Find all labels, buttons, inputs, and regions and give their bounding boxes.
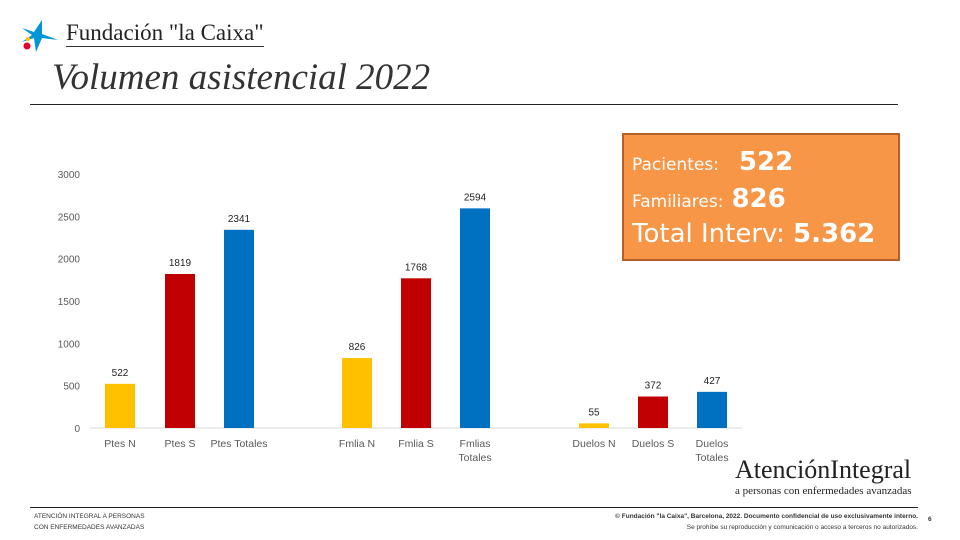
y-tick-label: 2500	[58, 212, 81, 223]
bar	[579, 423, 609, 428]
logo-text: Fundación "la Caixa"	[66, 20, 264, 47]
data-label: 372	[645, 381, 662, 392]
x-tick-label: Ptes S	[165, 438, 196, 450]
data-label: 55	[588, 407, 600, 418]
bar	[165, 273, 195, 428]
y-tick-label: 0	[74, 424, 80, 435]
x-tick-label: Ptes N	[104, 438, 136, 450]
x-tick-label: Fmlia N	[339, 438, 375, 450]
total-value: 5.362	[793, 219, 876, 249]
title-divider	[30, 104, 898, 105]
y-tick-label: 500	[63, 382, 80, 393]
atencion-integral-logo: AtenciónIntegral	[735, 455, 912, 484]
bar	[638, 396, 668, 428]
data-label: 427	[704, 376, 721, 387]
x-tick-label: Duelos	[696, 438, 729, 450]
y-tick-label: 2000	[58, 255, 81, 266]
familiares-label: Familiares:	[632, 192, 724, 212]
data-label: 1819	[169, 258, 192, 269]
footer-left-2: CON ENFERMEDADES AVANZADAS	[34, 524, 145, 531]
x-tick-label: Ptes Totales	[210, 438, 267, 450]
x-tick-label: Fmlia S	[398, 438, 434, 450]
footer-notice: Se prohíbe su reproducción y comunicació…	[686, 524, 918, 531]
stats-box: Pacientes: 522 Familiares: 826 Total Inter…	[622, 133, 900, 261]
caixa-star-logo-icon	[22, 20, 58, 52]
page-number: 6	[928, 516, 932, 523]
y-tick-label: 3000	[58, 170, 81, 181]
x-tick-label: Totales	[695, 452, 728, 464]
y-tick-label: 1500	[58, 297, 81, 308]
pacientes-value: 522	[738, 147, 794, 177]
footer-copyright: © Fundación "la Caixa", Barcelona, 2022.…	[615, 513, 918, 520]
bar	[342, 358, 372, 428]
bar	[105, 383, 135, 428]
bar	[224, 229, 254, 428]
data-label: 522	[112, 368, 129, 379]
y-tick-label: 1000	[58, 339, 81, 350]
data-label: 1768	[405, 262, 428, 273]
familiares-value: 826	[731, 184, 786, 214]
bar	[460, 208, 490, 428]
bar	[697, 391, 727, 428]
atencion-integral-subtitle: a personas con enfermedades avanzadas	[735, 485, 912, 497]
page-title: Volumen asistencial 2022	[52, 57, 431, 98]
footer-divider	[30, 507, 918, 508]
footer-left-1: ATENCIÓN INTEGRAL A PERSONAS	[34, 513, 145, 520]
x-tick-label: Duelos N	[572, 438, 615, 450]
x-tick-label: Totales	[458, 452, 491, 464]
data-label: 2594	[464, 192, 487, 203]
data-label: 2341	[228, 214, 251, 225]
pacientes-label: Pacientes:	[632, 155, 719, 175]
x-tick-label: Duelos S	[632, 438, 675, 450]
x-tick-label: Fmlias	[460, 438, 491, 450]
data-label: 826	[349, 342, 366, 353]
total-label: Total Interv:	[632, 219, 785, 249]
bar	[401, 278, 431, 428]
